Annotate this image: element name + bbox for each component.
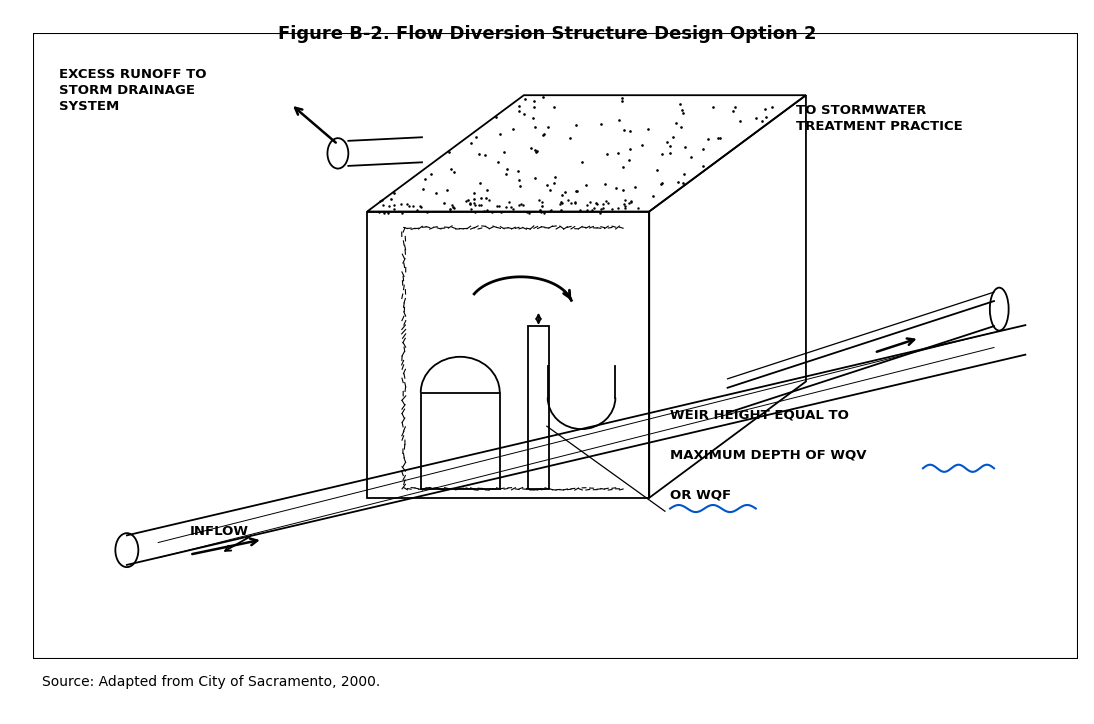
Text: OR WQF: OR WQF (671, 489, 731, 502)
Text: INFLOW: INFLOW (189, 525, 248, 538)
Text: WEIR HEIGHT EQUAL TO: WEIR HEIGHT EQUAL TO (671, 408, 849, 421)
Text: Figure B-2. Flow Diversion Structure Design Option 2: Figure B-2. Flow Diversion Structure Des… (278, 25, 816, 43)
Text: TO STORMWATER
TREATMENT PRACTICE: TO STORMWATER TREATMENT PRACTICE (795, 104, 963, 133)
Text: Source: Adapted from City of Sacramento, 2000.: Source: Adapted from City of Sacramento,… (42, 675, 380, 689)
Text: MAXIMUM DEPTH OF WQV: MAXIMUM DEPTH OF WQV (671, 449, 866, 462)
Text: EXCESS RUNOFF TO
STORM DRAINAGE
SYSTEM: EXCESS RUNOFF TO STORM DRAINAGE SYSTEM (59, 68, 207, 114)
